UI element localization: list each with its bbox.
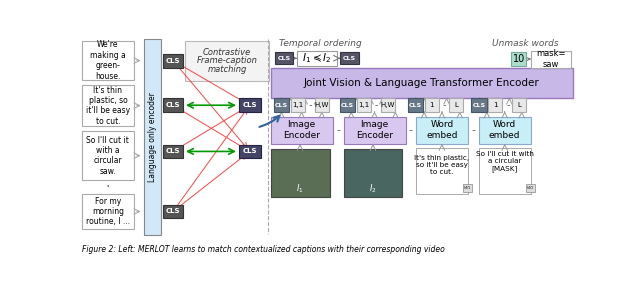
Text: We're
making a
green-
house.: We're making a green- house. (90, 40, 126, 81)
Bar (275, 52, 293, 64)
Text: Image
Encoder: Image Encoder (283, 120, 320, 139)
Bar (81, 194, 134, 229)
Text: Image
Encoder: Image Encoder (356, 120, 393, 139)
Text: CLS: CLS (472, 103, 486, 108)
Bar (239, 144, 260, 158)
Text: 1: 1 (429, 102, 434, 108)
Bar (271, 149, 330, 197)
Text: CLS: CLS (166, 57, 180, 64)
Bar (417, 117, 468, 144)
Bar (81, 41, 134, 80)
Text: Joint Vision & Language Transformer Encoder: Joint Vision & Language Transformer Enco… (304, 78, 540, 88)
Bar (479, 117, 531, 144)
Text: $I_2$: $I_2$ (369, 183, 377, 195)
Bar (239, 98, 260, 112)
Bar (511, 52, 527, 66)
Text: Word
embed: Word embed (489, 120, 520, 139)
Text: L: L (454, 102, 458, 108)
Bar (449, 98, 463, 112)
Text: CLS: CLS (341, 103, 354, 108)
Text: CLS: CLS (409, 103, 422, 108)
Bar (479, 148, 531, 194)
Bar (344, 117, 406, 144)
Text: For my
morning
routine, I ...: For my morning routine, I ... (86, 197, 130, 226)
Text: $I_1$: $I_1$ (296, 183, 304, 195)
Text: mask=
saw: mask= saw (536, 49, 566, 69)
Text: matching: matching (207, 64, 247, 74)
Text: CLS: CLS (166, 209, 180, 214)
Text: Language only encoder: Language only encoder (148, 92, 157, 182)
Text: -: - (472, 125, 476, 135)
Text: -: - (506, 100, 509, 110)
Bar (463, 184, 472, 192)
Bar (531, 51, 572, 67)
Bar (186, 41, 269, 81)
Text: So I'll cut it
with a
circular
saw.: So I'll cut it with a circular saw. (86, 136, 129, 176)
Text: Temporal ordering: Temporal ordering (279, 39, 362, 48)
Text: CLS: CLS (243, 102, 257, 108)
Text: $w_1$: $w_1$ (463, 184, 472, 192)
Text: H,W: H,W (315, 102, 329, 108)
Bar (425, 98, 439, 112)
Bar (340, 98, 355, 112)
Bar (163, 98, 183, 112)
Text: Contrastive: Contrastive (203, 47, 252, 57)
Text: Unmask words: Unmask words (492, 39, 559, 48)
Text: 1,1: 1,1 (292, 102, 303, 108)
Bar (271, 68, 573, 98)
Bar (408, 98, 423, 112)
Text: Figure 2: Left: MERLOT learns to match contextualized captions with their corres: Figure 2: Left: MERLOT learns to match c… (83, 245, 445, 254)
Text: 1,1: 1,1 (358, 102, 369, 108)
Text: CLS: CLS (243, 149, 257, 154)
Text: -: - (374, 100, 378, 110)
Text: 1: 1 (493, 102, 498, 108)
Bar (271, 117, 333, 144)
Bar (81, 85, 134, 126)
Bar (163, 54, 183, 67)
Bar (525, 184, 535, 192)
Text: 10: 10 (513, 54, 525, 64)
Text: -: - (308, 100, 312, 110)
Text: CLS: CLS (277, 56, 291, 61)
Bar (163, 144, 183, 158)
Text: CLS: CLS (343, 56, 356, 61)
Bar (274, 98, 289, 112)
Text: -: - (336, 125, 340, 135)
Text: ·: · (106, 180, 110, 194)
Text: -: - (442, 100, 446, 110)
Text: It's thin plastic,
so it'll be easy
to cut.: It's thin plastic, so it'll be easy to c… (414, 154, 470, 175)
Text: Frame-caption: Frame-caption (197, 56, 258, 65)
Bar (315, 98, 329, 112)
Bar (381, 98, 395, 112)
Bar (81, 131, 134, 180)
Bar (143, 39, 161, 235)
Text: L: L (518, 102, 522, 108)
Text: CLS: CLS (275, 103, 288, 108)
Text: H,W: H,W (381, 102, 395, 108)
Bar (356, 98, 371, 112)
Bar (472, 98, 487, 112)
Text: Word
embed: Word embed (426, 120, 458, 139)
Bar (163, 205, 183, 218)
Bar (297, 51, 337, 66)
Bar (340, 52, 359, 64)
Text: It's thin
plastic, so
it'll be easy
to cut.: It's thin plastic, so it'll be easy to c… (86, 86, 130, 126)
Text: $I_1 \preceq I_2$: $I_1 \preceq I_2$ (302, 52, 332, 65)
Bar (344, 149, 403, 197)
Bar (513, 98, 527, 112)
Bar (417, 148, 468, 194)
Bar (488, 98, 502, 112)
Text: -: - (409, 125, 413, 135)
Text: CLS: CLS (166, 149, 180, 154)
Text: $w_2$: $w_2$ (526, 184, 534, 192)
Text: CLS: CLS (166, 102, 180, 108)
Text: So I'll cut it with
a circular
[MASK]: So I'll cut it with a circular [MASK] (476, 151, 534, 172)
Bar (291, 98, 305, 112)
